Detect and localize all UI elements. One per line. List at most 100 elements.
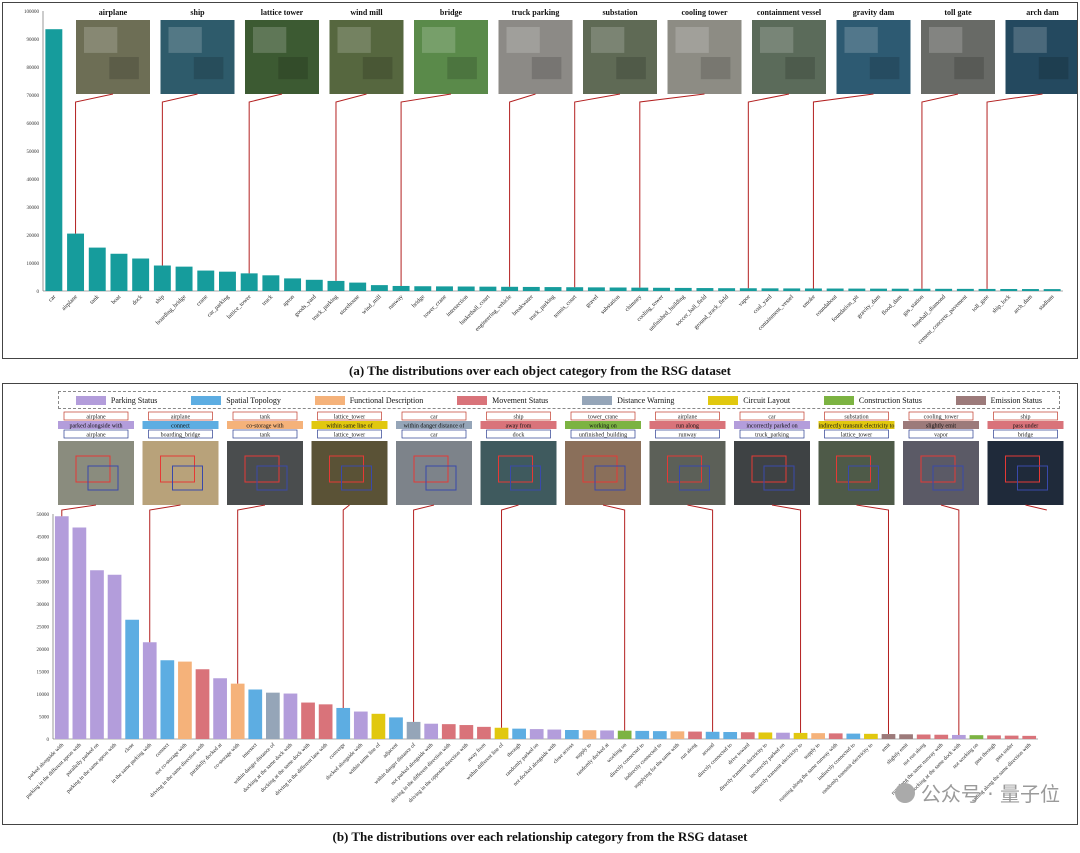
x-tick-label: unfinished_building [647, 293, 686, 332]
connector-line [149, 504, 181, 643]
legend-label: Functional Description [349, 395, 424, 405]
satellite-image [836, 20, 911, 94]
subject-bbox [413, 455, 449, 483]
satellite-image [667, 20, 742, 94]
relation-box [480, 421, 557, 429]
bar [457, 286, 475, 291]
object-label: runway [679, 433, 697, 439]
y-tick-label: 45000 [37, 536, 50, 541]
bar [371, 713, 386, 739]
legend-item: Emission Status [955, 395, 1042, 405]
legend-swatch [191, 395, 222, 405]
bar [653, 287, 670, 291]
object-bbox [341, 465, 372, 491]
legend-swatch [582, 395, 613, 405]
object-box [486, 429, 551, 439]
y-tick-label: 10000 [37, 693, 50, 698]
object-box [908, 429, 974, 439]
subject-box [401, 411, 467, 421]
relation-box [58, 421, 134, 429]
bar [783, 288, 801, 291]
x-tick-label: through [506, 742, 523, 759]
bar [349, 282, 367, 291]
example-title: substation [602, 8, 638, 17]
relation-box [649, 421, 726, 429]
relation-label: run along [676, 424, 699, 430]
relationship-distribution-chart: 0 5000 10000 15000 20000 25000 30000 35000 40000… [24, 411, 1064, 804]
caption-a: (a) The distributions over each object c… [348, 363, 731, 378]
relation-label: slightly emit [926, 424, 957, 430]
bar [266, 692, 280, 739]
subject-box [317, 411, 382, 421]
subject-label: cooling_tower [924, 415, 959, 421]
subject-bbox [582, 455, 618, 483]
satellite-image [396, 441, 472, 505]
subject-box [655, 411, 720, 421]
image-texture [168, 27, 202, 53]
x-tick-label: dock [132, 294, 144, 306]
object-box [148, 429, 213, 439]
object-label: lattice_tower [334, 433, 365, 439]
bar [305, 279, 323, 291]
satellite-image [903, 441, 979, 505]
example-title: lattice tower [261, 8, 304, 17]
image-texture [447, 57, 477, 80]
bar [110, 253, 128, 291]
subject-label: airplane [86, 415, 106, 421]
subject-box [993, 411, 1058, 421]
connector-line [602, 504, 626, 731]
bar [336, 707, 351, 739]
bar [501, 286, 519, 291]
x-tick-label: emit [881, 742, 892, 753]
bar [761, 288, 779, 291]
bar [758, 732, 773, 739]
satellite-image [480, 441, 557, 505]
y-tick-label: 40000 [27, 178, 40, 183]
subject-bbox [75, 455, 111, 483]
bar [301, 702, 315, 739]
bar [178, 661, 192, 739]
legend-swatch [708, 395, 739, 405]
legend-item: Circuit Layout [708, 395, 790, 405]
connector-line [574, 93, 621, 288]
bar [635, 730, 650, 739]
object-box [655, 429, 720, 439]
satellite-image [76, 20, 150, 94]
legend-item: Construction Status [823, 395, 922, 405]
object-bbox [172, 465, 203, 491]
bar [587, 287, 605, 291]
satellite-image [414, 20, 488, 94]
bar [67, 233, 85, 291]
subject-bbox [498, 455, 533, 483]
satellite-image [734, 441, 810, 505]
y-tick-label: 0 [37, 290, 40, 295]
relation-box [227, 421, 303, 429]
example-title: airplane [99, 8, 128, 17]
connector-line [342, 504, 350, 708]
object-label: car [430, 433, 437, 439]
image-texture [591, 27, 625, 53]
relation-box [818, 421, 895, 429]
legend-label: Spatial Topology [226, 395, 281, 405]
connector-line [687, 504, 714, 732]
relation-box [311, 421, 388, 429]
bar [617, 730, 632, 739]
x-tick-label: ship [154, 294, 165, 305]
object-box [63, 429, 129, 439]
bar [913, 288, 931, 291]
object-box [570, 429, 636, 439]
bar [846, 733, 861, 739]
legend-item: Distance Warning [582, 395, 674, 405]
y-tick-label: 50000 [37, 513, 50, 518]
relation-label: away from [506, 423, 532, 430]
connector-line [771, 504, 802, 733]
subject-label: substation [844, 415, 868, 421]
y-tick-label: 20000 [37, 648, 50, 653]
bar [195, 669, 210, 739]
bar [899, 734, 913, 739]
x-tick-label: chimney [624, 294, 643, 313]
bar [688, 731, 702, 739]
image-texture [109, 57, 139, 80]
object-bbox [932, 465, 964, 491]
subject-label: car [430, 415, 437, 421]
